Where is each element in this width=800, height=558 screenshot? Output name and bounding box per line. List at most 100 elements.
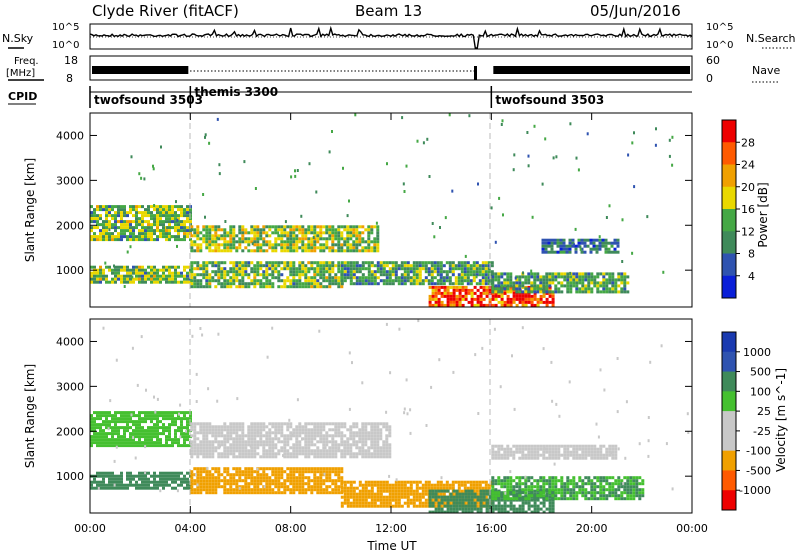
echo-cell — [331, 446, 334, 449]
echo-cell — [462, 496, 465, 499]
echo-cell — [235, 428, 238, 431]
echo-cell — [509, 275, 512, 278]
echo-cell — [268, 225, 271, 228]
echo-cell — [117, 420, 120, 423]
echo-cell — [150, 272, 153, 275]
echo-cell — [518, 284, 521, 287]
echo-cell — [492, 505, 495, 508]
echo-cell — [238, 437, 241, 440]
echo-cell — [223, 434, 226, 437]
echo-cell — [123, 275, 126, 278]
echo-cell — [482, 276, 485, 279]
echo-cell — [135, 481, 138, 484]
echo-cell — [371, 499, 374, 502]
echo-cell — [268, 267, 271, 270]
echo-cell — [617, 251, 620, 254]
echo-cell — [165, 238, 168, 241]
echo-cell — [476, 487, 479, 490]
echo-cell — [217, 431, 220, 434]
echo-cell — [551, 485, 554, 488]
echo-cell — [144, 438, 147, 441]
echo-cell — [596, 287, 599, 290]
echo-cell — [256, 240, 259, 243]
echo-cell — [509, 284, 512, 287]
echo-cell — [572, 479, 575, 482]
echo-cell — [468, 289, 471, 292]
echo-cell — [183, 475, 186, 478]
echo-cell — [132, 235, 135, 238]
echo-cell — [241, 267, 244, 270]
echo-cell — [301, 488, 304, 491]
echo-cell — [548, 239, 551, 242]
echo-cell — [435, 295, 438, 298]
echo-cell — [504, 301, 507, 304]
echo-cell — [256, 443, 259, 446]
echo-cell — [331, 443, 334, 446]
echo-cell — [435, 496, 438, 499]
echo-cell — [244, 455, 247, 458]
echo-cell — [560, 248, 563, 251]
echo-cell — [370, 434, 373, 437]
y-tick-label: 2000 — [56, 219, 84, 232]
echo-cell — [515, 284, 518, 287]
echo-cell — [241, 234, 244, 237]
echo-cell — [337, 237, 340, 240]
echo-cell — [432, 289, 435, 292]
echo-cell — [395, 270, 398, 273]
echo-cell — [392, 261, 395, 264]
echo-cell — [542, 284, 545, 287]
echo-cell — [456, 493, 459, 496]
echo-cell — [108, 414, 111, 417]
echo-cell — [268, 243, 271, 246]
echo-cell — [464, 270, 467, 273]
echo-cell — [280, 231, 283, 234]
echo-cell — [506, 278, 509, 281]
echo-cell — [135, 235, 138, 238]
echo-cell — [132, 475, 135, 478]
echo-cell — [461, 273, 464, 276]
echo-cell — [292, 276, 295, 279]
echo-cell — [428, 487, 431, 490]
echo-cell — [509, 485, 512, 488]
echo-cell — [407, 264, 410, 267]
echo-cell — [578, 275, 581, 278]
echo-cell — [226, 473, 229, 476]
echo-cell — [537, 505, 540, 508]
echo-cell — [444, 295, 447, 298]
echo-cell — [542, 239, 545, 242]
echo-cell — [492, 508, 495, 511]
echo-cell — [404, 481, 407, 484]
echo-cell — [480, 304, 483, 307]
echo-cell — [117, 220, 120, 223]
echo-cell — [193, 452, 196, 455]
echo-cell — [441, 286, 444, 289]
echo-cell — [358, 446, 361, 449]
echo-cell — [105, 275, 108, 278]
echo-speck — [433, 235, 435, 238]
echo-cell — [605, 494, 608, 497]
echo-cell — [208, 285, 211, 288]
echo-cell — [298, 240, 301, 243]
echo-cell — [235, 234, 238, 237]
echo-cell — [519, 505, 522, 508]
echo-cell — [587, 479, 590, 482]
echo-cell — [93, 435, 96, 438]
echo-cell — [196, 479, 199, 482]
echo-cell — [584, 242, 587, 245]
echo-cell — [280, 485, 283, 488]
echo-cell — [477, 298, 480, 301]
echo-cell — [220, 237, 223, 240]
echo-cell — [471, 295, 474, 298]
echo-cell — [614, 482, 617, 485]
echo-cell — [241, 225, 244, 228]
echo-cell — [120, 220, 123, 223]
echo-cell — [111, 281, 114, 284]
echo-cell — [491, 485, 494, 488]
echo-cell — [190, 249, 193, 252]
echo-cell — [205, 231, 208, 234]
echo-cell — [527, 272, 530, 275]
echo-cell — [492, 304, 495, 307]
echo-cell — [560, 242, 563, 245]
echo-cell — [422, 490, 425, 493]
echo-cell — [141, 278, 144, 281]
